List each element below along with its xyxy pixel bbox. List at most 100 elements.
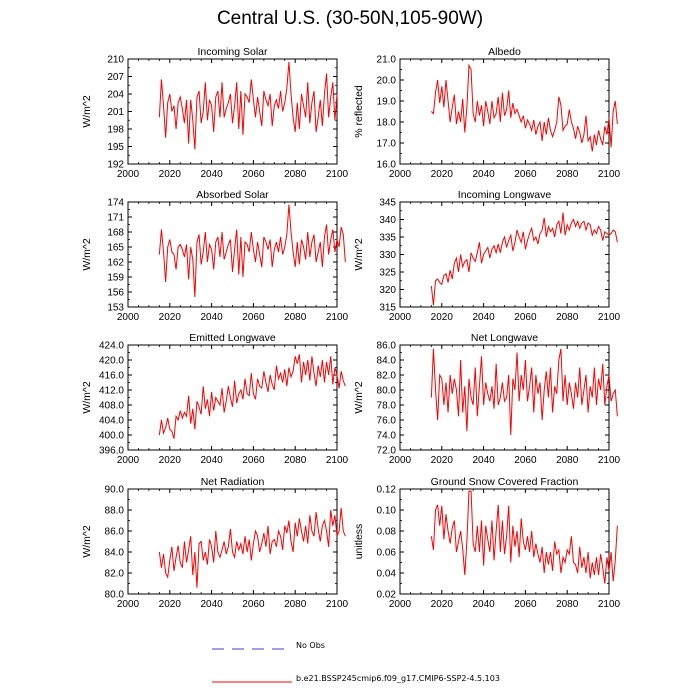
x-tick-label: 2000 xyxy=(117,455,140,466)
plot-frame xyxy=(399,201,610,308)
x-tick-label: 2000 xyxy=(117,169,140,180)
x-tick-label: 2080 xyxy=(556,312,579,323)
y-axis-label: W/m^2 xyxy=(81,381,93,414)
y-axis-label: W/m^2 xyxy=(81,95,93,128)
y-tick-label: 86.0 xyxy=(377,341,397,352)
y-tick-label: 0.04 xyxy=(377,569,397,580)
y-tick-label: 0.06 xyxy=(377,548,397,559)
y-axis-label: unitless xyxy=(353,524,365,560)
x-tick-label: 2080 xyxy=(284,169,307,180)
legend-line-dashed xyxy=(212,648,292,650)
x-tick-label: 2080 xyxy=(284,312,307,323)
x-tick-label: 2040 xyxy=(200,312,223,323)
y-tick-label: 335 xyxy=(379,233,396,244)
series-line xyxy=(430,63,618,152)
chart-panel-4: Emitted Longwave W/m^2 396.0 400.0 404.0 408.… xyxy=(81,332,349,466)
plot-frame xyxy=(127,488,338,595)
y-tick-label: 412.0 xyxy=(99,386,124,397)
y-tick-label: 74.0 xyxy=(377,431,397,442)
y-tick-label: 84.0 xyxy=(377,356,397,367)
x-tick-label: 2040 xyxy=(472,169,495,180)
y-tick-label: 210 xyxy=(107,55,124,66)
panel-title: Absorbed Solar xyxy=(196,189,269,201)
y-tick-label: 19.0 xyxy=(377,97,397,108)
y-tick-label: 0.02 xyxy=(377,590,397,601)
series-line xyxy=(158,204,346,298)
y-tick-label: 76.0 xyxy=(377,416,397,427)
legend-item-no-obs: No Obs xyxy=(212,641,325,655)
series-line xyxy=(158,61,338,150)
legend-label-model-run: b.e21.BSSP245cmip6.f09_g17.CMIP6-SSP2-4.… xyxy=(296,674,500,683)
y-tick-label: 174 xyxy=(107,198,124,209)
y-tick-label: 345 xyxy=(379,198,396,209)
y-tick-label: 325 xyxy=(379,268,396,279)
panel-title: Ground Snow Covered Fraction xyxy=(431,476,579,488)
y-axis-label: W/m^2 xyxy=(81,525,93,558)
y-tick-label: 416.0 xyxy=(99,371,124,382)
y-tick-label: 168 xyxy=(107,228,124,239)
panel-title: Net Radiation xyxy=(201,476,265,488)
x-tick-label: 2080 xyxy=(556,599,579,610)
chart-panel-6: Net Radiation W/m^2 80.0 82.0 84.0 86.0 88.0 90… xyxy=(81,476,349,610)
x-tick-label: 2020 xyxy=(159,455,182,466)
page-title: Central U.S. (30-50N,105-90W) xyxy=(216,8,484,29)
x-tick-label: 2040 xyxy=(200,599,223,610)
y-tick-label: 204 xyxy=(107,90,124,101)
y-tick-label: 88.0 xyxy=(105,506,125,517)
plot-frame xyxy=(399,488,610,595)
y-tick-label: 315 xyxy=(379,303,396,314)
y-axis-label: W/m^2 xyxy=(81,238,93,271)
panel-title: Incoming Solar xyxy=(197,46,268,58)
legend-line-solid xyxy=(212,681,292,683)
chart-panel-3: Incoming Longwave W/m^2 315 320 325 330 335 340… xyxy=(353,189,621,323)
x-tick-label: 2000 xyxy=(389,169,412,180)
y-tick-label: 17.0 xyxy=(377,139,397,150)
x-tick-label: 2060 xyxy=(514,312,537,323)
x-tick-label: 2000 xyxy=(389,455,412,466)
x-tick-label: 2040 xyxy=(472,455,495,466)
y-tick-label: 80.0 xyxy=(377,386,397,397)
x-tick-label: 2060 xyxy=(242,455,265,466)
y-tick-label: 162 xyxy=(107,258,124,269)
y-tick-label: 21.0 xyxy=(377,55,397,66)
y-tick-label: 78.0 xyxy=(377,401,397,412)
series-line xyxy=(430,490,618,584)
y-axis-label: W/m^2 xyxy=(353,238,365,271)
x-tick-label: 2080 xyxy=(284,599,307,610)
y-tick-label: 86.0 xyxy=(105,527,125,538)
x-tick-label: 2100 xyxy=(598,599,621,610)
x-tick-label: 2100 xyxy=(598,312,621,323)
chart-panel-1: Albedo % reflected 16.0 17.0 18.0 19.0 20.0 21.… xyxy=(353,46,621,180)
x-tick-label: 2020 xyxy=(431,455,454,466)
x-tick-label: 2000 xyxy=(117,312,140,323)
y-tick-label: 404.0 xyxy=(99,416,124,427)
x-tick-label: 2000 xyxy=(389,312,412,323)
x-tick-label: 2040 xyxy=(472,312,495,323)
y-tick-label: 320 xyxy=(379,285,396,296)
x-tick-label: 2020 xyxy=(431,599,454,610)
y-tick-label: 156 xyxy=(107,288,124,299)
y-tick-label: 330 xyxy=(379,250,396,261)
x-tick-label: 2080 xyxy=(284,455,307,466)
y-tick-label: 201 xyxy=(107,107,124,118)
y-axis-label: % reflected xyxy=(353,85,365,138)
y-tick-label: 20.0 xyxy=(377,76,397,87)
x-tick-label: 2080 xyxy=(556,455,579,466)
series-line xyxy=(158,507,346,588)
chart-panel-5: Net Longwave W/m^2 72.0 74.0 76.0 78.0 80.0 82.… xyxy=(353,332,621,466)
x-tick-label: 2020 xyxy=(431,312,454,323)
panel-title: Incoming Longwave xyxy=(458,189,552,201)
x-tick-label: 2060 xyxy=(514,599,537,610)
x-tick-label: 2100 xyxy=(326,599,349,610)
y-tick-label: 159 xyxy=(107,273,124,284)
y-tick-label: 408.0 xyxy=(99,401,124,412)
y-tick-label: 192 xyxy=(107,160,124,171)
y-tick-label: 82.0 xyxy=(377,371,397,382)
panel-title: Albedo xyxy=(488,46,521,58)
x-tick-label: 2100 xyxy=(326,169,349,180)
x-tick-label: 2060 xyxy=(514,169,537,180)
chart-panel-7: Ground Snow Covered Fraction unitless 0.02… xyxy=(353,476,621,610)
x-tick-label: 2080 xyxy=(556,169,579,180)
y-tick-label: 16.0 xyxy=(377,160,397,171)
